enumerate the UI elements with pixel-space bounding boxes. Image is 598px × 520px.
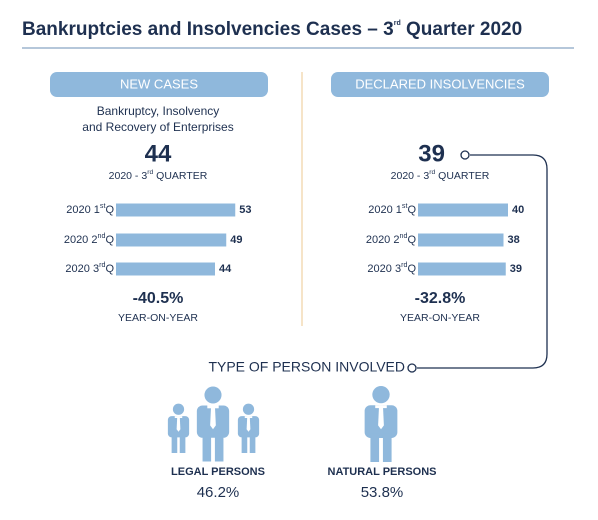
natural-label: NATURAL PERSONS <box>328 466 437 478</box>
panel-subtitle: Bankruptcy, Insolvency <box>97 104 220 118</box>
natural-share: 53.8% <box>361 484 404 501</box>
category-label: 2020 3rdQ <box>65 261 114 275</box>
bar <box>418 262 506 276</box>
bar <box>116 233 227 247</box>
text-part: 2020 - 3 <box>109 170 148 182</box>
superscript: nd <box>399 232 407 240</box>
headline-value: 39 <box>418 140 445 167</box>
text-part: 2020 1 <box>66 204 100 216</box>
value-label: 44 <box>219 263 232 275</box>
superscript: rd <box>147 169 153 176</box>
value-label: 49 <box>230 234 242 246</box>
text-part: 2020 3 <box>65 263 99 275</box>
category-label: 2020 2ndQ <box>64 232 115 246</box>
bar <box>116 262 215 276</box>
panel-header: NEW CASES <box>120 76 198 91</box>
bar <box>418 203 508 217</box>
value-label: 39 <box>510 263 522 275</box>
panel-header: DECLARED INSOLVENCIES <box>355 76 525 91</box>
text-part: QUARTER <box>435 170 489 182</box>
person-icon <box>364 385 398 462</box>
value-label: 38 <box>508 234 520 246</box>
superscript: rd <box>99 261 105 269</box>
person-icon <box>167 403 190 453</box>
text-part: Q <box>407 234 416 246</box>
value-label: 53 <box>239 204 251 216</box>
change-value: -40.5% <box>133 290 184 307</box>
superscript: nd <box>97 232 105 240</box>
person-icon <box>196 386 230 462</box>
text-part: Q <box>105 204 114 216</box>
panel-subtitle: and Recovery of Enterprises <box>82 120 233 134</box>
text-part: Q <box>105 234 114 246</box>
category-label: 2020 2ndQ <box>366 232 417 246</box>
text-part: Q <box>105 263 114 275</box>
change-label: YEAR-ON-YEAR <box>118 312 198 324</box>
text-part: QUARTER <box>153 170 207 182</box>
legal-share: 46.2% <box>197 484 240 501</box>
connector-dot <box>407 363 417 373</box>
title: Bankruptcies and Insolvencies Cases – 3r… <box>22 19 522 40</box>
persons-title: TYPE OF PERSON INVOLVED <box>208 359 405 375</box>
value-label: 40 <box>512 204 524 216</box>
headline-label: 2020 - 3rd QUARTER <box>391 169 490 182</box>
change-value: -32.8% <box>415 290 466 307</box>
superscript: st <box>402 202 408 210</box>
text-part: Q <box>407 204 416 216</box>
text-part: Q <box>407 263 416 275</box>
bar <box>418 233 504 247</box>
text-part: 2020 1 <box>368 204 402 216</box>
header-pill <box>50 72 268 97</box>
text-part: 2020 2 <box>64 234 98 246</box>
header-pill <box>331 72 549 97</box>
person-icon <box>237 403 260 453</box>
superscript: st <box>100 202 106 210</box>
category-label: 2020 1stQ <box>66 202 114 216</box>
category-label: 2020 3rdQ <box>367 261 416 275</box>
text-part: 2020 2 <box>366 234 400 246</box>
superscript: rd <box>429 169 435 176</box>
text-part: 2020 - 3 <box>391 170 430 182</box>
bar <box>116 203 236 217</box>
superscript: rd <box>401 261 407 269</box>
text-part: 2020 3 <box>367 263 401 275</box>
headline-label: 2020 - 3rd QUARTER <box>109 169 208 182</box>
connector-dot <box>460 150 470 160</box>
connector <box>417 154 548 369</box>
legal-label: LEGAL PERSONS <box>171 466 265 478</box>
category-label: 2020 1stQ <box>368 202 416 216</box>
headline-value: 44 <box>145 140 172 167</box>
change-label: YEAR-ON-YEAR <box>400 312 480 324</box>
